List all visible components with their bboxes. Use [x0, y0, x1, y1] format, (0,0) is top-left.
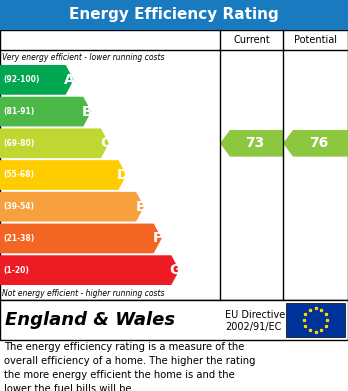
Text: (69-80): (69-80) [3, 139, 34, 148]
Text: 73: 73 [245, 136, 264, 150]
Polygon shape [0, 255, 179, 285]
Text: Not energy efficient - higher running costs: Not energy efficient - higher running co… [2, 289, 165, 298]
Text: F: F [153, 231, 163, 246]
Text: (39-54): (39-54) [3, 202, 34, 211]
Polygon shape [220, 130, 283, 157]
Text: E: E [135, 200, 145, 214]
Text: (92-100): (92-100) [3, 75, 39, 84]
Text: B: B [82, 104, 93, 118]
Text: (55-68): (55-68) [3, 170, 34, 179]
Bar [0, 30, 348, 300]
Text: EU Directive: EU Directive [225, 310, 285, 320]
Text: The energy efficiency rating is a measure of the
overall efficiency of a home. T: The energy efficiency rating is a measur… [4, 342, 255, 391]
Text: D: D [117, 168, 128, 182]
Text: England & Wales: England & Wales [5, 311, 175, 329]
Text: (81-91): (81-91) [3, 107, 34, 116]
Polygon shape [0, 65, 74, 95]
Text: 2002/91/EC: 2002/91/EC [225, 322, 282, 332]
Polygon shape [0, 224, 162, 253]
Bar [286, 303, 345, 337]
Polygon shape [0, 192, 144, 222]
Polygon shape [283, 130, 348, 157]
Text: C: C [100, 136, 110, 150]
Text: (21-38): (21-38) [3, 234, 34, 243]
Polygon shape [0, 160, 127, 190]
Text: Very energy efficient - lower running costs: Very energy efficient - lower running co… [2, 52, 165, 61]
Polygon shape [0, 97, 91, 126]
Bar [0, 0, 348, 30]
Text: Current: Current [233, 35, 270, 45]
Text: Potential: Potential [294, 35, 337, 45]
Text: A: A [64, 73, 75, 87]
Text: Energy Efficiency Rating: Energy Efficiency Rating [69, 7, 279, 23]
Text: (1-20): (1-20) [3, 265, 29, 274]
Text: G: G [169, 263, 181, 277]
Polygon shape [0, 128, 109, 158]
Bar [0, 300, 348, 340]
Text: 76: 76 [309, 136, 328, 150]
